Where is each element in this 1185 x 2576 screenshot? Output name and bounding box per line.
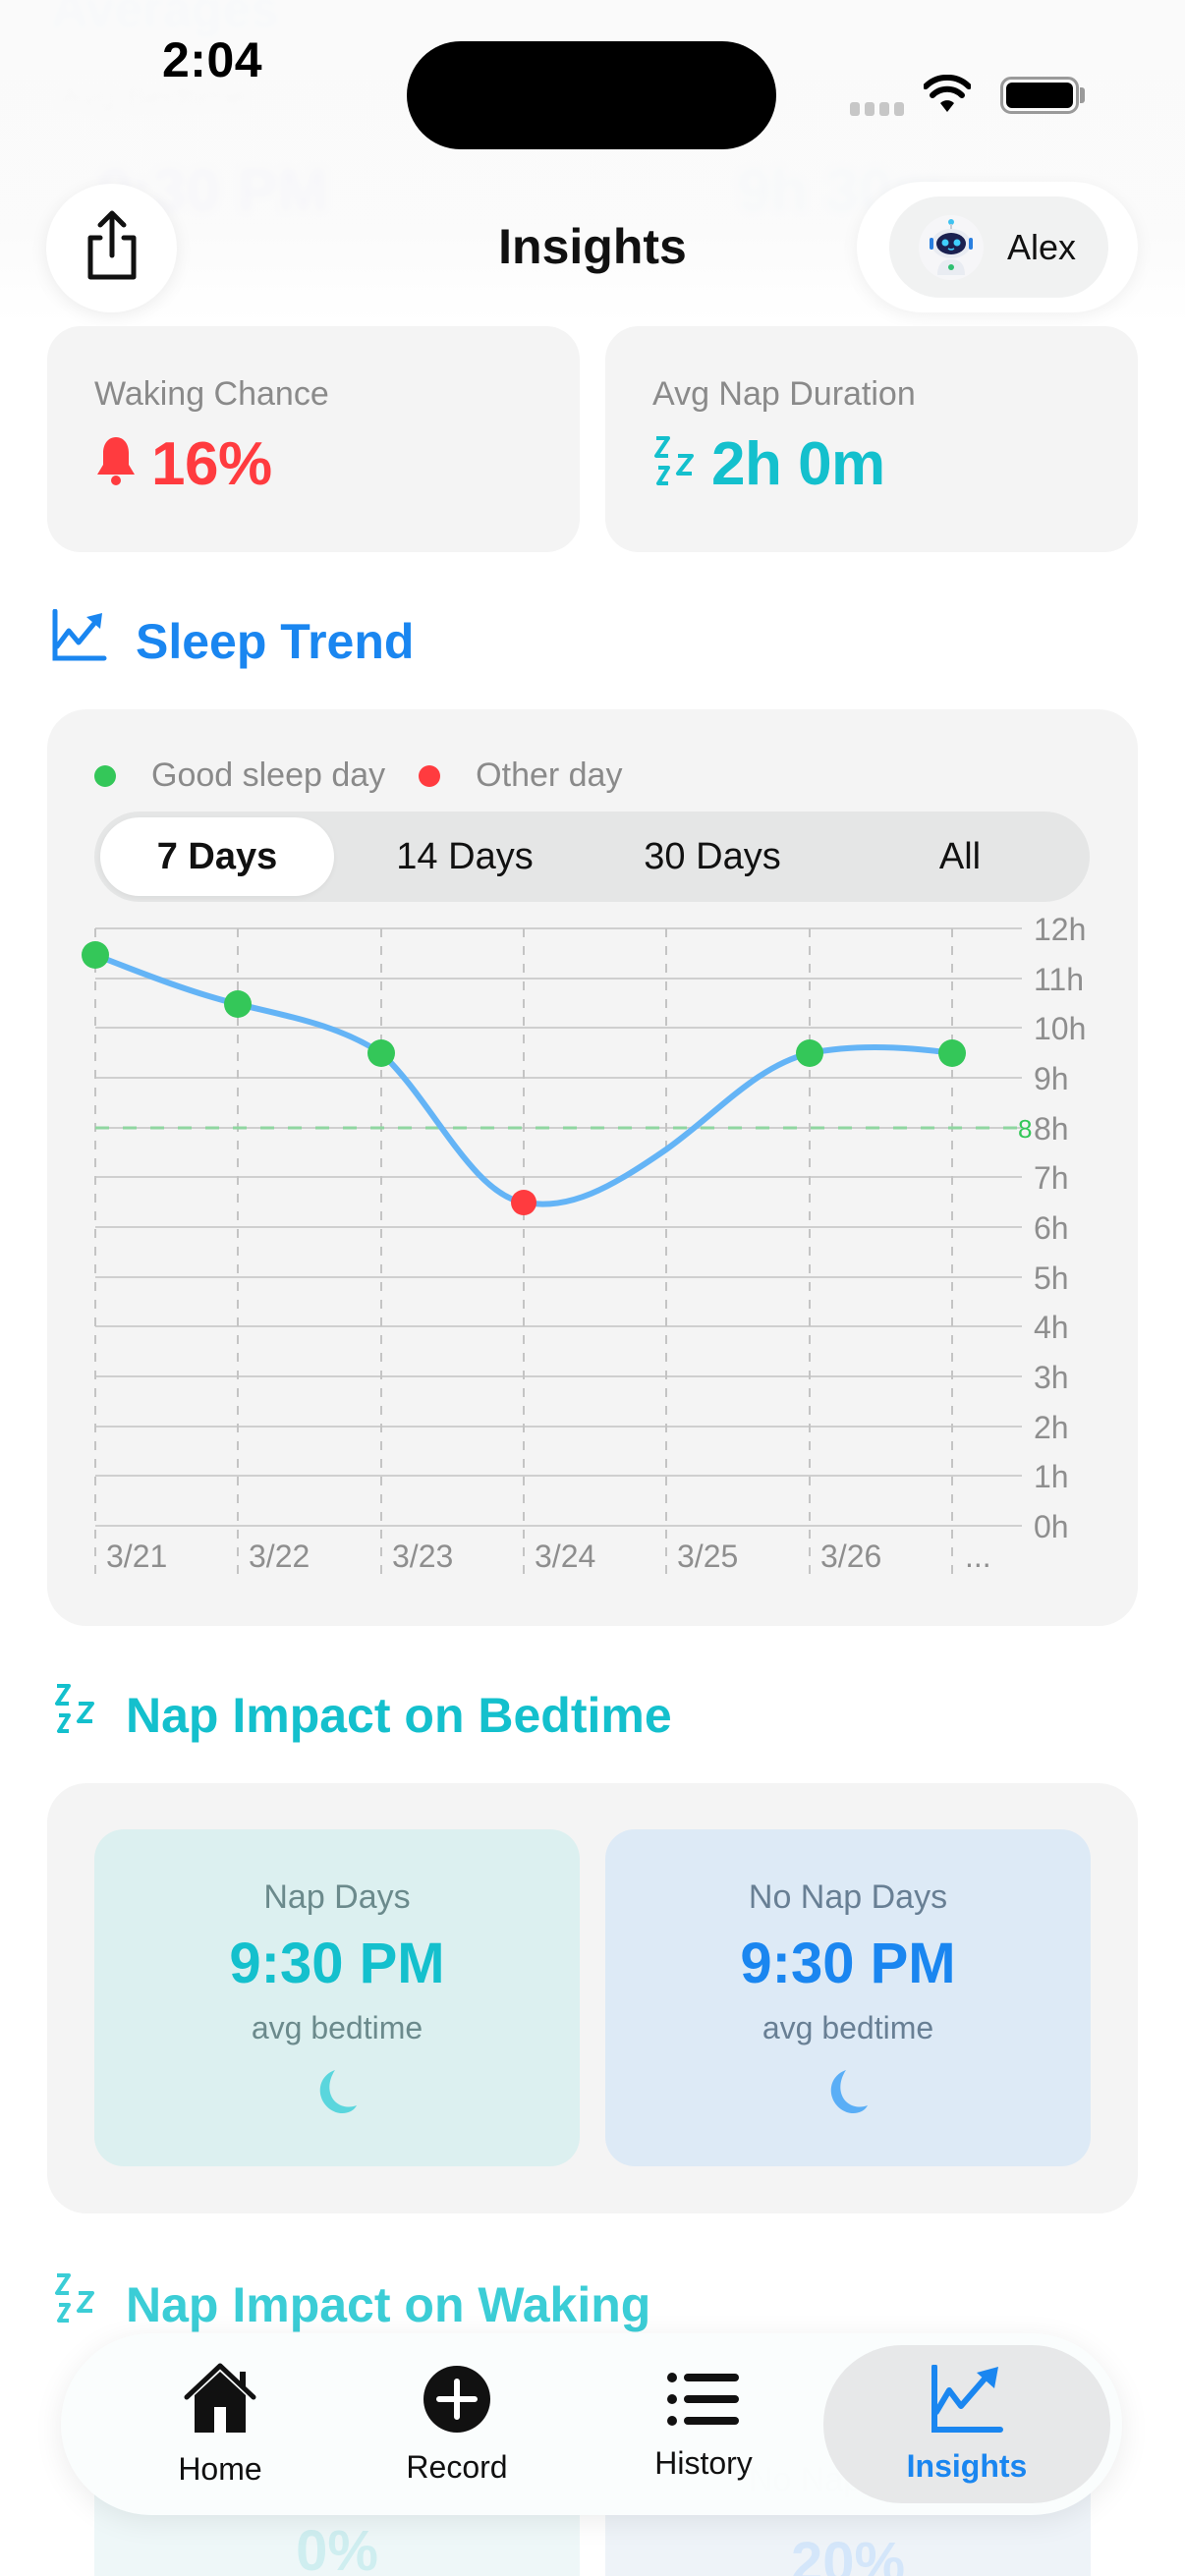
legend-good-sleep: Good sleep day [94, 756, 385, 795]
plus-circle-icon [422, 2364, 492, 2439]
nap-days-label: Nap Days [263, 1878, 411, 1916]
y-tick: 4h [1034, 1310, 1069, 1345]
y-tick: 1h [1034, 1459, 1069, 1494]
avg-nap-duration-value: 2h 0m [711, 430, 885, 498]
wifi-icon [923, 74, 972, 119]
data-point-3-21 [82, 941, 109, 969]
zzz-icon [53, 2271, 98, 2338]
tab-record-label: Record [406, 2448, 508, 2485]
x-tick: 3/25 [677, 1539, 739, 1574]
tab-home[interactable]: Home [102, 2333, 338, 2515]
waking-chance-label: Waking Chance [94, 375, 329, 413]
home-icon [181, 2362, 259, 2441]
no-nap-days-label: No Nap Days [748, 1878, 948, 1916]
y-tick: 10h [1034, 1011, 1087, 1046]
range-7-days[interactable]: 7 Days [100, 817, 334, 896]
data-point-3-24 [511, 1190, 536, 1215]
tab-bar: Home Record History Insigh [61, 2333, 1122, 2515]
avg-nap-duration-label: Avg Nap Duration [652, 375, 916, 413]
waking-chance-value: 16% [151, 430, 272, 498]
waking-chance-card: Waking Chance 16% [47, 326, 580, 552]
y-tick: 3h [1034, 1360, 1069, 1395]
green-dot-icon [94, 764, 116, 787]
x-tick: ... [965, 1539, 991, 1574]
bell-icon [94, 435, 138, 493]
sleep-trend-heading: Sleep Trend [51, 608, 415, 674]
nap-bedtime-title: Nap Impact on Bedtime [126, 1688, 672, 1743]
reference-line-label: 8 [1018, 1114, 1032, 1144]
x-tick: 3/21 [106, 1539, 168, 1574]
nap-bedtime-heading: Nap Impact on Bedtime [53, 1682, 672, 1749]
data-point-last [938, 1039, 966, 1067]
x-tick: 3/23 [392, 1539, 454, 1574]
x-tick: 3/22 [249, 1539, 310, 1574]
tab-home-label: Home [178, 2450, 262, 2487]
avg-nap-duration-card: Avg Nap Duration 2h 0m [605, 326, 1138, 552]
range-30-days[interactable]: 30 Days [644, 835, 781, 877]
x-tick: 3/26 [820, 1539, 882, 1574]
y-tick: 11h [1034, 962, 1085, 997]
y-tick: 2h [1034, 1410, 1069, 1445]
nap-days-caption: avg bedtime [251, 2010, 423, 2045]
tab-history-label: History [654, 2444, 753, 2481]
no-nap-days-caption: avg bedtime [762, 2010, 934, 2045]
avatar [919, 214, 984, 280]
status-time: 2:04 [162, 32, 263, 87]
nap-days-card: Nap Days 9:30 PM avg bedtime [94, 1829, 580, 2166]
tab-insights-label: Insights [906, 2447, 1028, 2484]
data-point-3-22 [224, 990, 252, 1018]
waking-no-nap-days-value: 20% [790, 2531, 906, 2576]
y-tick: 8h [1034, 1111, 1069, 1147]
chart-legend: Good sleep day Other day [94, 756, 655, 795]
share-button[interactable] [46, 184, 177, 312]
tab-history[interactable]: History [586, 2333, 821, 2515]
share-icon [83, 208, 141, 288]
waking-nap-days-value: 0% [296, 2519, 378, 2576]
sleep-trend-title: Sleep Trend [136, 614, 415, 669]
range-14-days[interactable]: 14 Days [396, 835, 534, 877]
robot-avatar-icon [930, 218, 973, 275]
page-title: Insights [498, 219, 687, 274]
zzz-icon [652, 434, 698, 494]
nap-waking-heading: Nap Impact on Waking [53, 2271, 650, 2338]
no-nap-days-bedtime: 9:30 PM [740, 1932, 956, 1995]
sleep-trend-plot: 8 [82, 927, 1032, 1574]
profile-button[interactable]: Alex [889, 196, 1108, 298]
range-segmented-control[interactable]: 7 Days 14 Days 30 Days All [94, 812, 1090, 902]
zzz-icon [53, 1682, 98, 1749]
data-point-3-23 [367, 1039, 395, 1067]
y-tick: 7h [1034, 1160, 1069, 1196]
cellular-signal-icon [850, 102, 904, 116]
nap-days-bedtime: 9:30 PM [229, 1932, 445, 1995]
moon-icon [308, 2064, 367, 2123]
trend-chart-icon [51, 608, 108, 674]
battery-icon [1000, 77, 1079, 114]
trend-chart-icon [930, 2363, 1004, 2438]
x-tick: 3/24 [535, 1539, 596, 1574]
range-all[interactable]: All [938, 835, 982, 877]
moon-icon [818, 2064, 877, 2123]
tab-insights[interactable]: Insights [823, 2345, 1110, 2503]
red-dot-icon [419, 764, 441, 787]
list-icon [666, 2368, 741, 2436]
nap-waking-title: Nap Impact on Waking [126, 2277, 651, 2332]
tab-record[interactable]: Record [339, 2333, 575, 2515]
legend-other-day: Other day [419, 756, 622, 795]
y-tick: 5h [1034, 1260, 1069, 1296]
dynamic-island [407, 41, 776, 149]
y-tick: 12h [1034, 912, 1087, 947]
y-tick: 9h [1034, 1061, 1069, 1096]
battery-nub [1080, 87, 1085, 103]
profile-name: Alex [1007, 226, 1077, 267]
y-tick: 0h [1034, 1509, 1069, 1544]
y-tick: 6h [1034, 1210, 1069, 1246]
no-nap-days-card: No Nap Days 9:30 PM avg bedtime [605, 1829, 1091, 2166]
data-point-3-26 [796, 1039, 823, 1067]
